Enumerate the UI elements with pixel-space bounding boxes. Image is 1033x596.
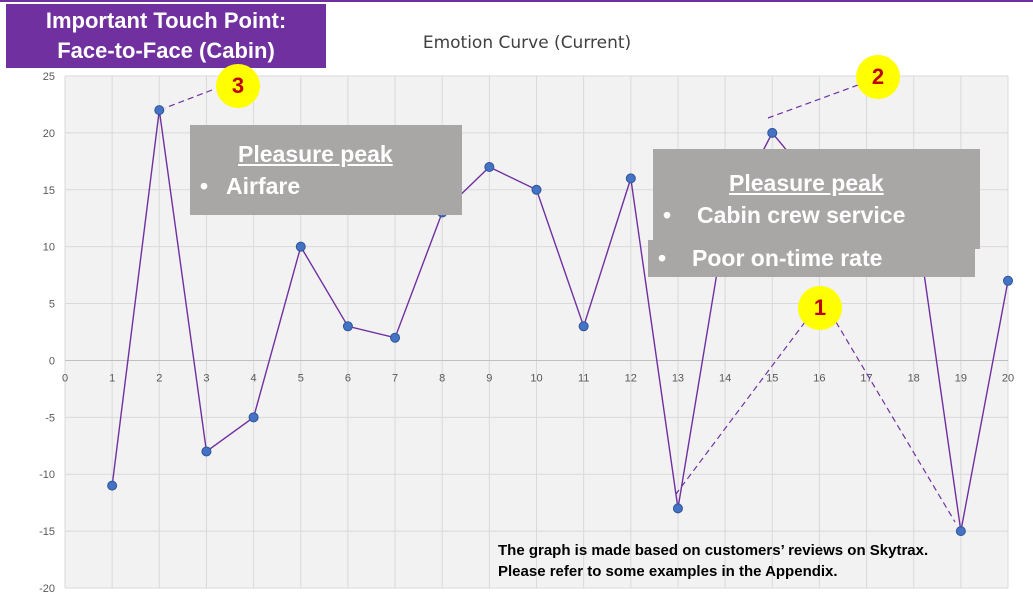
marker-2: 2 xyxy=(856,55,900,99)
data-point xyxy=(107,480,118,491)
peak-left-title: Pleasure peak xyxy=(238,141,393,167)
x-tick-label: 7 xyxy=(392,372,398,384)
data-point xyxy=(295,241,306,252)
x-tick-label: 15 xyxy=(766,372,778,384)
x-tick-label: 5 xyxy=(298,372,304,384)
touch-point-label: Important Touch Point: Face-to-Face (Cab… xyxy=(6,4,326,68)
x-tick-label: 0 xyxy=(62,372,68,384)
x-tick-label: 12 xyxy=(625,372,637,384)
pleasure-peak-left-callout: Pleasure peak • Airfare xyxy=(190,125,462,215)
x-tick-label: 9 xyxy=(486,372,492,384)
y-tick-label: 0 xyxy=(49,355,55,367)
data-point xyxy=(342,321,353,332)
marker-1: 1 xyxy=(798,286,842,330)
data-point xyxy=(484,162,495,173)
peak-left-bullet: • Airfare xyxy=(200,173,300,200)
chart-title: Emotion Curve (Current) xyxy=(423,33,631,53)
data-point xyxy=(578,321,589,332)
callout-line xyxy=(164,89,213,109)
x-tick-label: 1 xyxy=(109,372,115,384)
on-time-callout: • Poor on-time rate xyxy=(648,240,975,277)
data-point xyxy=(767,127,778,138)
x-tick-label: 11 xyxy=(578,372,589,384)
y-tick-label: 10 xyxy=(43,242,55,254)
bullet-icon: • xyxy=(658,245,667,271)
data-point xyxy=(154,105,165,116)
data-point xyxy=(531,184,542,195)
bullet-icon: • xyxy=(200,173,209,199)
peak-right-title: Pleasure peak xyxy=(729,170,884,196)
callout-line xyxy=(835,321,956,523)
bullet-icon: • xyxy=(663,202,672,228)
y-tick-label: 25 xyxy=(43,71,55,83)
data-point xyxy=(248,412,259,423)
data-point xyxy=(672,503,683,514)
x-tick-label: 2 xyxy=(156,372,162,384)
x-tick-label: 8 xyxy=(439,372,445,384)
peak-right-bullet-2: • Poor on-time rate xyxy=(658,245,882,272)
callout-line xyxy=(767,84,859,119)
callout-line xyxy=(675,321,806,495)
footnote: The graph is made based on customers’ re… xyxy=(498,540,928,582)
x-tick-label: 16 xyxy=(813,372,825,384)
data-point xyxy=(1003,275,1013,286)
touch-point-line2: Face-to-Face (Cabin) xyxy=(57,38,275,63)
top-accent-bar xyxy=(0,0,1033,2)
y-tick-label: 20 xyxy=(43,128,55,140)
footnote-line1: The graph is made based on customers’ re… xyxy=(498,542,929,559)
footnote-line2: Please refer to some examples in the App… xyxy=(498,563,838,580)
x-tick-label: 10 xyxy=(530,372,542,384)
x-tick-label: 4 xyxy=(251,372,257,384)
peak-left-bullet-text: Airfare xyxy=(226,173,301,199)
x-tick-label: 3 xyxy=(203,372,209,384)
peak-right-bullet-text-1: Cabin crew service xyxy=(697,202,906,228)
y-tick-label: 15 xyxy=(43,185,55,197)
y-tick-label: 5 xyxy=(49,299,55,311)
x-tick-label: 20 xyxy=(1002,372,1014,384)
y-tick-label: -5 xyxy=(45,412,55,424)
peak-right-bullet-1: • Cabin crew service xyxy=(663,202,905,229)
x-tick-label: 6 xyxy=(345,372,351,384)
data-point xyxy=(625,173,636,184)
touch-point-line1: Important Touch Point: xyxy=(45,8,287,33)
callout-lines xyxy=(164,84,956,523)
data-point xyxy=(955,526,966,537)
data-point xyxy=(390,332,401,343)
pleasure-peak-right-callout: Pleasure peak • Cabin crew service xyxy=(653,149,980,249)
x-tick-label: 17 xyxy=(860,372,872,384)
y-tick-label: -15 xyxy=(39,526,55,538)
x-tick-label: 19 xyxy=(955,372,967,384)
marker-3: 3 xyxy=(216,64,260,108)
data-point xyxy=(201,446,212,457)
y-tick-label: -10 xyxy=(39,469,55,481)
peak-right-bullet-text-2: Poor on-time rate xyxy=(692,245,883,271)
x-tick-label: 18 xyxy=(908,372,920,384)
x-tick-label: 14 xyxy=(719,372,731,384)
x-tick-label: 13 xyxy=(672,372,684,384)
y-tick-label: -20 xyxy=(39,583,55,595)
